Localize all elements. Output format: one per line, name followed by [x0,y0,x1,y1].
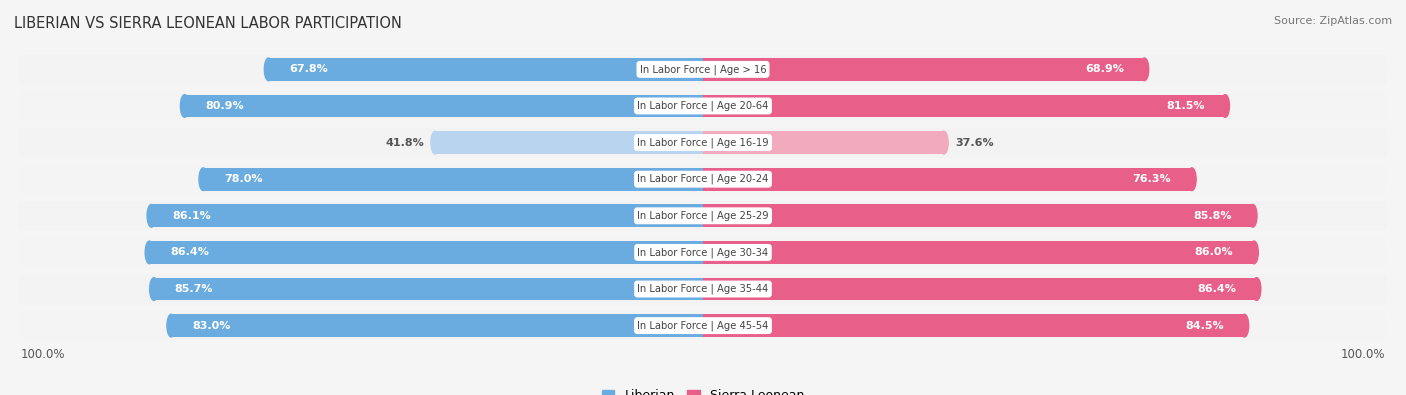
Bar [703,241,1254,264]
Text: LIBERIAN VS SIERRA LEONEAN LABOR PARTICIPATION: LIBERIAN VS SIERRA LEONEAN LABOR PARTICI… [14,16,402,31]
Circle shape [1250,241,1258,264]
Bar [269,58,703,81]
FancyBboxPatch shape [18,237,1388,267]
Bar [152,205,703,227]
Text: 68.9%: 68.9% [1085,64,1123,74]
Bar [172,314,703,337]
Text: 100.0%: 100.0% [1340,348,1385,361]
Circle shape [1249,205,1257,227]
Text: In Labor Force | Age 35-44: In Labor Force | Age 35-44 [637,284,769,294]
Circle shape [264,58,273,81]
Circle shape [145,241,153,264]
Circle shape [1188,168,1197,190]
FancyBboxPatch shape [18,274,1388,304]
Text: In Labor Force | Age 25-29: In Labor Force | Age 25-29 [637,211,769,221]
Circle shape [430,131,440,154]
Bar [703,168,1192,190]
FancyBboxPatch shape [18,55,1388,85]
Text: In Labor Force | Age 20-24: In Labor Force | Age 20-24 [637,174,769,184]
Bar [703,95,1225,117]
Text: 78.0%: 78.0% [224,174,263,184]
Text: 76.3%: 76.3% [1133,174,1171,184]
Circle shape [1140,58,1149,81]
FancyBboxPatch shape [18,55,1388,85]
Text: 85.7%: 85.7% [174,284,214,294]
Text: In Labor Force | Age 30-34: In Labor Force | Age 30-34 [637,247,769,258]
Circle shape [180,95,188,117]
FancyBboxPatch shape [18,164,1388,194]
Text: 81.5%: 81.5% [1166,101,1205,111]
Bar [149,241,703,264]
Text: 86.4%: 86.4% [170,247,209,258]
FancyBboxPatch shape [18,164,1388,194]
Text: 37.6%: 37.6% [955,137,994,148]
Text: 80.9%: 80.9% [205,101,245,111]
Text: Source: ZipAtlas.com: Source: ZipAtlas.com [1274,16,1392,26]
Bar [153,278,703,300]
Text: 84.5%: 84.5% [1185,321,1223,331]
Circle shape [200,168,208,190]
Text: In Labor Force | Age 16-19: In Labor Force | Age 16-19 [637,137,769,148]
FancyBboxPatch shape [18,91,1388,121]
Text: 85.8%: 85.8% [1194,211,1232,221]
FancyBboxPatch shape [18,128,1388,158]
FancyBboxPatch shape [18,274,1388,304]
Text: 83.0%: 83.0% [191,321,231,331]
Text: 41.8%: 41.8% [385,137,425,148]
FancyBboxPatch shape [18,237,1388,267]
Text: 67.8%: 67.8% [290,64,328,74]
FancyBboxPatch shape [18,310,1388,340]
Circle shape [1240,314,1249,337]
Bar [703,58,1144,81]
FancyBboxPatch shape [18,128,1388,158]
FancyBboxPatch shape [18,201,1388,231]
Bar [703,314,1244,337]
Circle shape [149,278,159,300]
Text: 86.4%: 86.4% [1197,284,1236,294]
Circle shape [167,314,176,337]
Circle shape [1253,278,1261,300]
Text: In Labor Force | Age 45-54: In Labor Force | Age 45-54 [637,320,769,331]
Legend: Liberian, Sierra Leonean: Liberian, Sierra Leonean [598,384,808,395]
FancyBboxPatch shape [18,201,1388,231]
Text: In Labor Force | Age > 16: In Labor Force | Age > 16 [640,64,766,75]
Text: 86.1%: 86.1% [172,211,211,221]
Circle shape [148,205,156,227]
Bar [703,131,943,154]
Text: In Labor Force | Age 20-64: In Labor Force | Age 20-64 [637,101,769,111]
Circle shape [1220,95,1229,117]
Bar [703,205,1253,227]
Text: 100.0%: 100.0% [21,348,66,361]
Bar [436,131,703,154]
Text: 86.0%: 86.0% [1195,247,1233,258]
Bar [184,95,703,117]
Bar [204,168,703,190]
Circle shape [939,131,948,154]
FancyBboxPatch shape [18,91,1388,121]
Bar [703,278,1257,300]
FancyBboxPatch shape [18,310,1388,340]
